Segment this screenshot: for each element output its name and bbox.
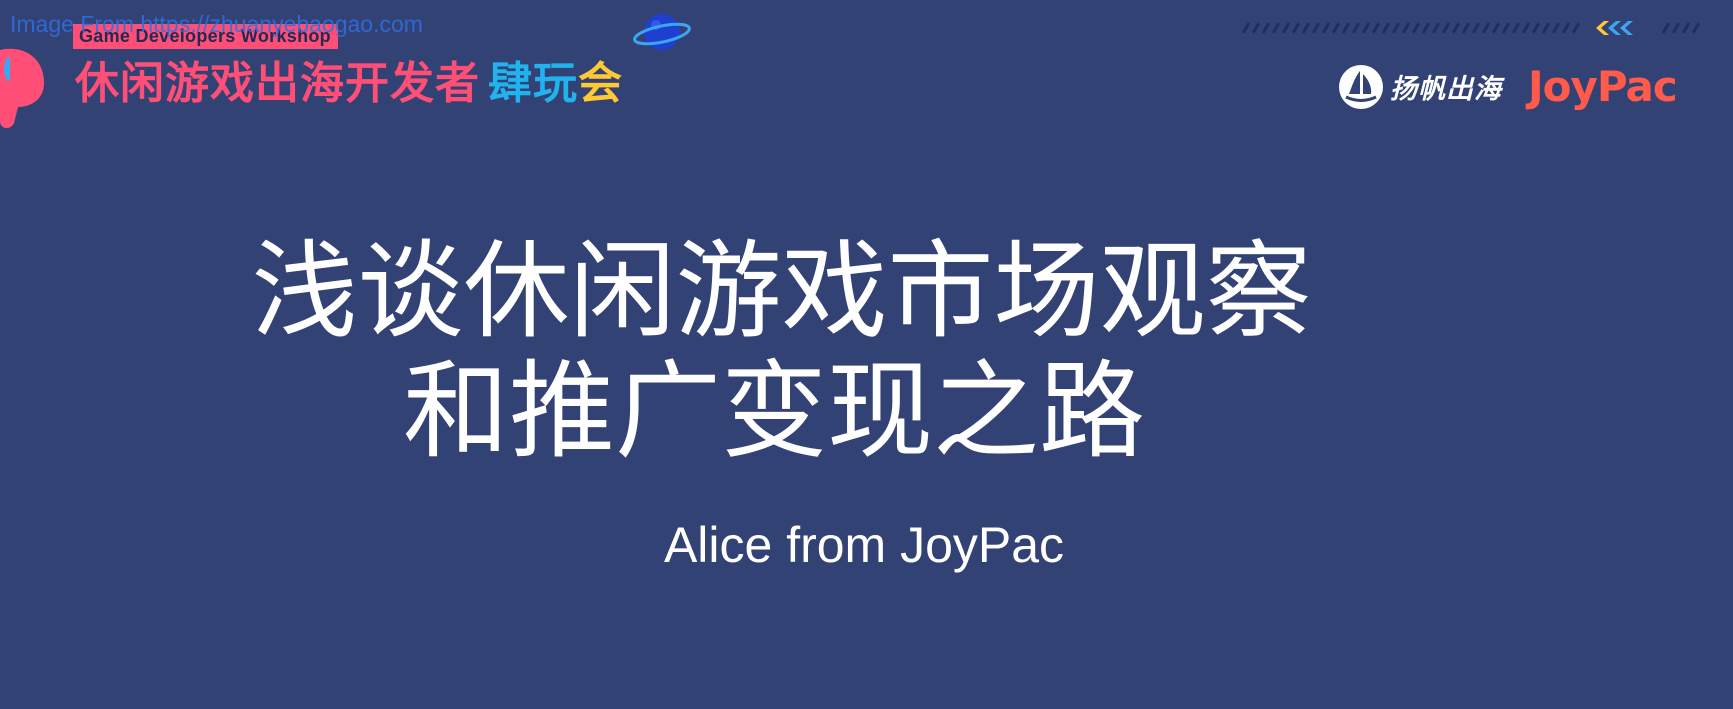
event-title-main: 休闲游戏出海开发者: [75, 58, 480, 109]
workshop-badge: Game Developers Workshop: [73, 24, 338, 49]
yangfan-logo: 扬帆出海: [1338, 64, 1502, 110]
stripe-decoration: [1241, 21, 1701, 35]
sponsor-logos: 扬帆出海 JoyPac: [1338, 62, 1678, 111]
sail-logo-icon: [1339, 64, 1383, 109]
slide-title-line1: 浅谈休闲游戏市场观察: [251, 230, 1312, 353]
decorative-blob-icon: [0, 48, 44, 129]
event-title: 休闲游戏出海开发者 肆玩会: [75, 56, 623, 112]
watermark-text: Image From https://zhuanyebaogao.com: [10, 11, 423, 37]
event-title-word1: 肆玩: [488, 58, 578, 109]
yangfan-name: 扬帆出海: [1390, 74, 1502, 105]
slide-title: 浅谈休闲游戏市场观察 和推广变现之路: [0, 232, 1733, 472]
planet-icon: [633, 14, 691, 50]
chevron-arrows-icon: [1596, 21, 1633, 35]
slide-subtitle: Alice from JoyPac: [663, 517, 1065, 573]
event-title-word2: 会: [578, 58, 623, 109]
joypac-logo: JoyPac: [1528, 62, 1678, 111]
slide-title-line2: 和推广变现之路: [403, 350, 1145, 473]
